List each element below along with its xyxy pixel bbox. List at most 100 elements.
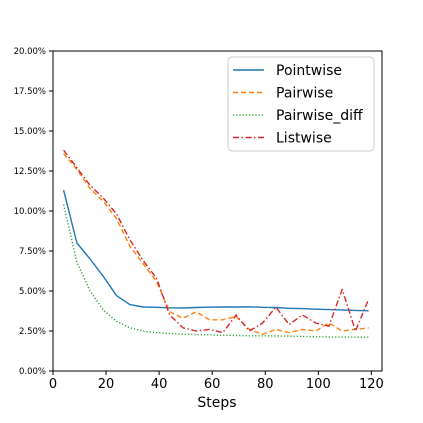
data-point-pairwise-diff [62,203,65,206]
data-point-pairwise [128,245,131,248]
data-point-pairwise-diff [89,290,92,293]
x-tick-label: 100 [306,377,331,392]
x-axis: 0 20 40 60 80 100 120 [49,371,384,392]
y-tick-label: 15.00% [14,127,46,137]
data-point-pointwise [62,189,65,192]
y-tick-label: 20.00% [14,47,46,57]
data-point-pairwise [208,318,211,321]
data-point-pointwise [142,306,145,309]
data-point-listwise [248,330,251,333]
legend: Pointwise Pairwise Pairwise_diff Listwise [227,56,375,152]
series-line-pairwise [63,152,369,335]
x-tick-label: 60 [204,377,221,392]
data-point-pairwise-diff [314,335,317,338]
data-point-pairwise-diff [248,334,251,337]
data-point-pointwise [75,242,78,245]
data-point-pointwise [341,308,344,311]
data-point-pairwise-diff [168,332,171,335]
data-point-pairwise [182,317,185,320]
data-point-pairwise [221,318,224,321]
x-axis-label: Steps [197,395,236,411]
data-point-pairwise-diff [341,336,344,339]
x-tick-label: 120 [359,377,384,392]
y-tick-label: 10.00% [14,207,46,217]
data-point-pairwise [367,326,370,329]
data-point-listwise [195,330,198,333]
data-point-pointwise [248,305,251,308]
legend-label-pairwise: Pairwise [276,86,333,102]
data-point-pairwise-diff [221,334,224,337]
data-point-listwise [168,314,171,317]
data-point-pairwise [89,187,92,190]
data-point-pairwise-diff [182,333,185,336]
data-point-listwise [235,314,238,317]
data-point-listwise [102,197,105,200]
data-point-listwise [142,259,145,262]
data-point-pairwise-diff [367,336,370,339]
data-point-pairwise [301,328,304,331]
data-point-listwise [301,314,304,317]
data-point-pairwise [288,331,291,334]
y-axis: 0.00% 2.50% 5.00% 7.50% 10.00% 12.50% 15.00% 17… [14,47,53,377]
data-point-pairwise [115,218,118,221]
data-point-pairwise-diff [261,334,264,337]
data-point-pairwise-diff [102,309,105,312]
data-point-pairwise [341,330,344,333]
data-point-listwise [288,323,291,326]
data-point-pointwise [128,303,131,306]
data-point-listwise [274,306,277,309]
data-point-pairwise-diff [155,331,158,334]
data-point-listwise [208,328,211,331]
data-point-pointwise [314,308,317,311]
data-point-listwise [115,213,118,216]
data-point-listwise [155,277,158,280]
data-point-pointwise [195,306,198,309]
series-pointwise [62,189,369,312]
x-tick-label: 80 [257,377,274,392]
data-point-listwise [75,166,78,169]
y-tick-label: 5.00% [19,287,46,297]
data-point-listwise [327,325,330,328]
data-point-listwise [89,184,92,187]
data-point-pairwise-diff [235,334,238,337]
y-tick-label: 0.00% [19,367,46,377]
data-point-pointwise [288,307,291,310]
data-point-pairwise-diff [195,333,198,336]
data-point-pointwise [208,306,211,309]
data-point-listwise [341,288,344,291]
data-point-pairwise-diff [208,333,211,336]
data-point-pairwise-diff [288,335,291,338]
data-point-listwise [354,330,357,333]
legend-label-pairwise-diff: Pairwise_diff [276,108,363,124]
x-tick-label: 0 [49,377,57,392]
data-point-pointwise [301,307,304,310]
data-point-pointwise [327,308,330,311]
data-point-listwise [128,238,131,241]
data-point-listwise [62,149,65,152]
data-point-pointwise [354,309,357,312]
data-point-pointwise [102,275,105,278]
data-point-listwise [314,322,317,325]
data-point-pairwise [195,310,198,313]
legend-label-listwise: Listwise [276,131,332,147]
data-point-listwise [182,326,185,329]
data-point-pairwise-diff [128,326,131,329]
data-point-pairwise-diff [75,261,78,264]
data-point-pointwise [221,306,224,309]
data-point-listwise [261,322,264,325]
series-listwise [62,149,370,334]
y-tick-label: 12.50% [14,167,46,177]
data-point-pairwise-diff [142,330,145,333]
data-point-pairwise-diff [327,335,330,338]
legend-box [227,56,375,152]
series-line-listwise [63,149,370,334]
y-tick-label: 17.50% [14,87,46,97]
legend-label-pointwise: Pointwise [276,63,342,79]
data-point-pairwise-diff [301,335,304,338]
data-point-pointwise [115,294,118,297]
legend-items: Pointwise Pairwise Pairwise_diff Listwise [233,63,363,147]
series-pairwise [63,152,370,335]
data-point-pointwise [182,306,185,309]
